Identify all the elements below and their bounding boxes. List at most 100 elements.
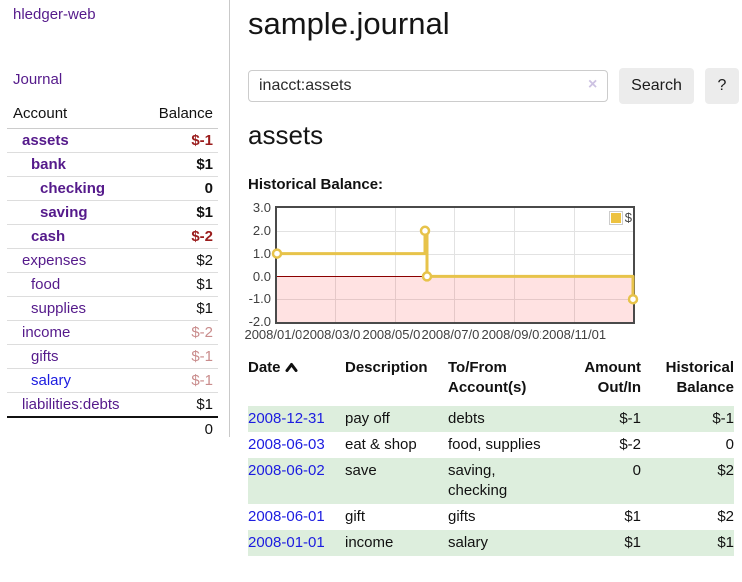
transaction-amount: $-1 (551, 406, 641, 432)
y-tick-label: 1.0 (252, 246, 271, 261)
account-row: income $-2 (7, 320, 218, 345)
transaction-date-link[interactable]: 2008-01-01 (248, 534, 325, 551)
account-row: gifts $-1 (7, 344, 218, 369)
transaction-amount: $1 (624, 508, 641, 525)
gridline (277, 299, 633, 300)
account-balance: $-1 (140, 368, 218, 393)
accounts-total-value: 0 (204, 421, 213, 438)
transaction-balance: $2 (641, 458, 734, 504)
account-link-saving[interactable]: saving (40, 204, 88, 221)
app-title-link[interactable]: hledger-web (13, 6, 96, 23)
account-column-header: To/From Account(s) (448, 359, 527, 396)
transaction-accounts: saving, checking (448, 458, 551, 504)
account-balance: $1 (140, 272, 218, 297)
register-header-row: Date Description To/From Account(s) Amou… (248, 356, 734, 406)
balance-series-line (271, 225, 639, 305)
register-row: 2008-06-03 eat & shop food, supplies $-2… (248, 432, 734, 458)
negative-balance-region (277, 276, 633, 322)
register-row: 2008-01-01 income salary $1 $1 (248, 530, 734, 556)
transaction-balance: $2 (717, 508, 734, 525)
account-heading: assets (248, 120, 324, 150)
y-tick-label: 0.0 (252, 269, 271, 284)
accounts-table: Account Balance assets $-1 bank $1 check… (7, 102, 218, 441)
account-link-cash[interactable]: cash (31, 228, 66, 245)
gridline (277, 231, 633, 232)
account-row: expenses $2 (7, 248, 218, 273)
y-tick-label: -1.0 (248, 291, 271, 306)
account-balance: $1 (140, 392, 218, 418)
accounts-column-header[interactable]: Account (7, 102, 141, 129)
transaction-date-link[interactable]: 2008-06-03 (248, 436, 325, 453)
account-balance: $1 (140, 296, 218, 321)
transaction-balance: $1 (641, 530, 734, 556)
account-link-supplies[interactable]: supplies (31, 300, 87, 317)
account-row: food $1 (7, 272, 218, 297)
account-link-food[interactable]: food (31, 276, 61, 293)
account-link-bank[interactable]: bank (31, 156, 67, 173)
x-tick-label: 2008/09/01 (480, 327, 548, 342)
register-row: 2008-06-02 save saving, checking 0 $2 (248, 458, 734, 504)
account-link-liabilities-debts[interactable]: liabilities:debts (22, 396, 120, 413)
accounts-total-row: 0 (7, 417, 218, 441)
account-row: liabilities:debts $1 (7, 392, 218, 418)
x-tick-label: 2008/01/01 (243, 327, 311, 342)
page-title: sample.journal (248, 6, 450, 41)
transaction-accounts: gifts (448, 508, 476, 525)
gridline (454, 208, 455, 322)
account-balance: $1 (140, 152, 218, 177)
transaction-description: eat & shop (345, 436, 417, 453)
account-link-expenses[interactable]: expenses (22, 252, 87, 269)
account-balance: 0 (140, 176, 218, 201)
account-link-salary[interactable]: salary (31, 372, 72, 389)
search-input[interactable] (248, 70, 608, 102)
account-row: assets $-1 (7, 128, 218, 153)
gridline (277, 254, 633, 255)
account-link-checking[interactable]: checking (40, 180, 106, 197)
transaction-description: pay off (345, 406, 448, 432)
legend-swatch (608, 210, 623, 225)
transaction-description: save (345, 458, 448, 504)
transaction-balance: $-1 (641, 406, 734, 432)
account-link-income[interactable]: income (22, 324, 71, 341)
transaction-description: gift (345, 508, 366, 525)
y-tick-label: -2.0 (248, 314, 271, 329)
account-link-assets[interactable]: assets (22, 132, 69, 149)
transaction-amount: $1 (551, 530, 641, 556)
y-tick-label: 2.0 (252, 223, 271, 238)
x-tick-label: 2008/11/01 (540, 327, 608, 342)
date-column-header[interactable]: Date (248, 356, 345, 406)
clear-search-icon[interactable]: × (588, 76, 598, 93)
transaction-accounts: food, supplies (448, 436, 541, 453)
gridline (574, 208, 575, 322)
account-link-gifts[interactable]: gifts (31, 348, 59, 365)
gridline (395, 208, 396, 322)
search-button[interactable]: Search (619, 68, 694, 104)
account-row: supplies $1 (7, 296, 218, 321)
balance-column-header[interactable]: Balance (140, 102, 218, 129)
x-tick-label: 2008/07/01 (420, 327, 488, 342)
account-row: cash $-2 (7, 224, 218, 249)
register-table: Date Description To/From Account(s) Amou… (248, 356, 734, 556)
account-balance: $2 (140, 248, 218, 273)
x-tick-label: 2008/05/01 (361, 327, 429, 342)
transaction-description: income (345, 530, 448, 556)
account-balance: $-2 (140, 224, 218, 249)
balance-column-header: Historical Balance (665, 359, 734, 396)
help-button[interactable]: ? (705, 68, 739, 104)
account-balance: $-2 (140, 320, 218, 345)
transaction-accounts: salary (448, 530, 551, 556)
transaction-date-link[interactable]: 2008-12-31 (248, 410, 325, 427)
historical-balance-chart[interactable]: $ (271, 206, 639, 324)
account-row: checking 0 (7, 176, 218, 201)
transaction-amount: $-2 (619, 436, 641, 453)
register-row: 2008-06-01 gift gifts $1 $2 (248, 504, 734, 530)
accounts-header-row: Account Balance (7, 102, 218, 129)
transaction-date-link[interactable]: 2008-06-02 (248, 462, 325, 479)
transaction-date-link[interactable]: 2008-06-01 (248, 508, 325, 525)
x-tick-label: 2008/03/01 (301, 327, 369, 342)
sidebar-item-journal[interactable]: Journal (13, 71, 63, 88)
sort-ascending-icon[interactable] (285, 358, 298, 378)
gridline (335, 208, 336, 322)
transaction-accounts: debts (448, 406, 551, 432)
